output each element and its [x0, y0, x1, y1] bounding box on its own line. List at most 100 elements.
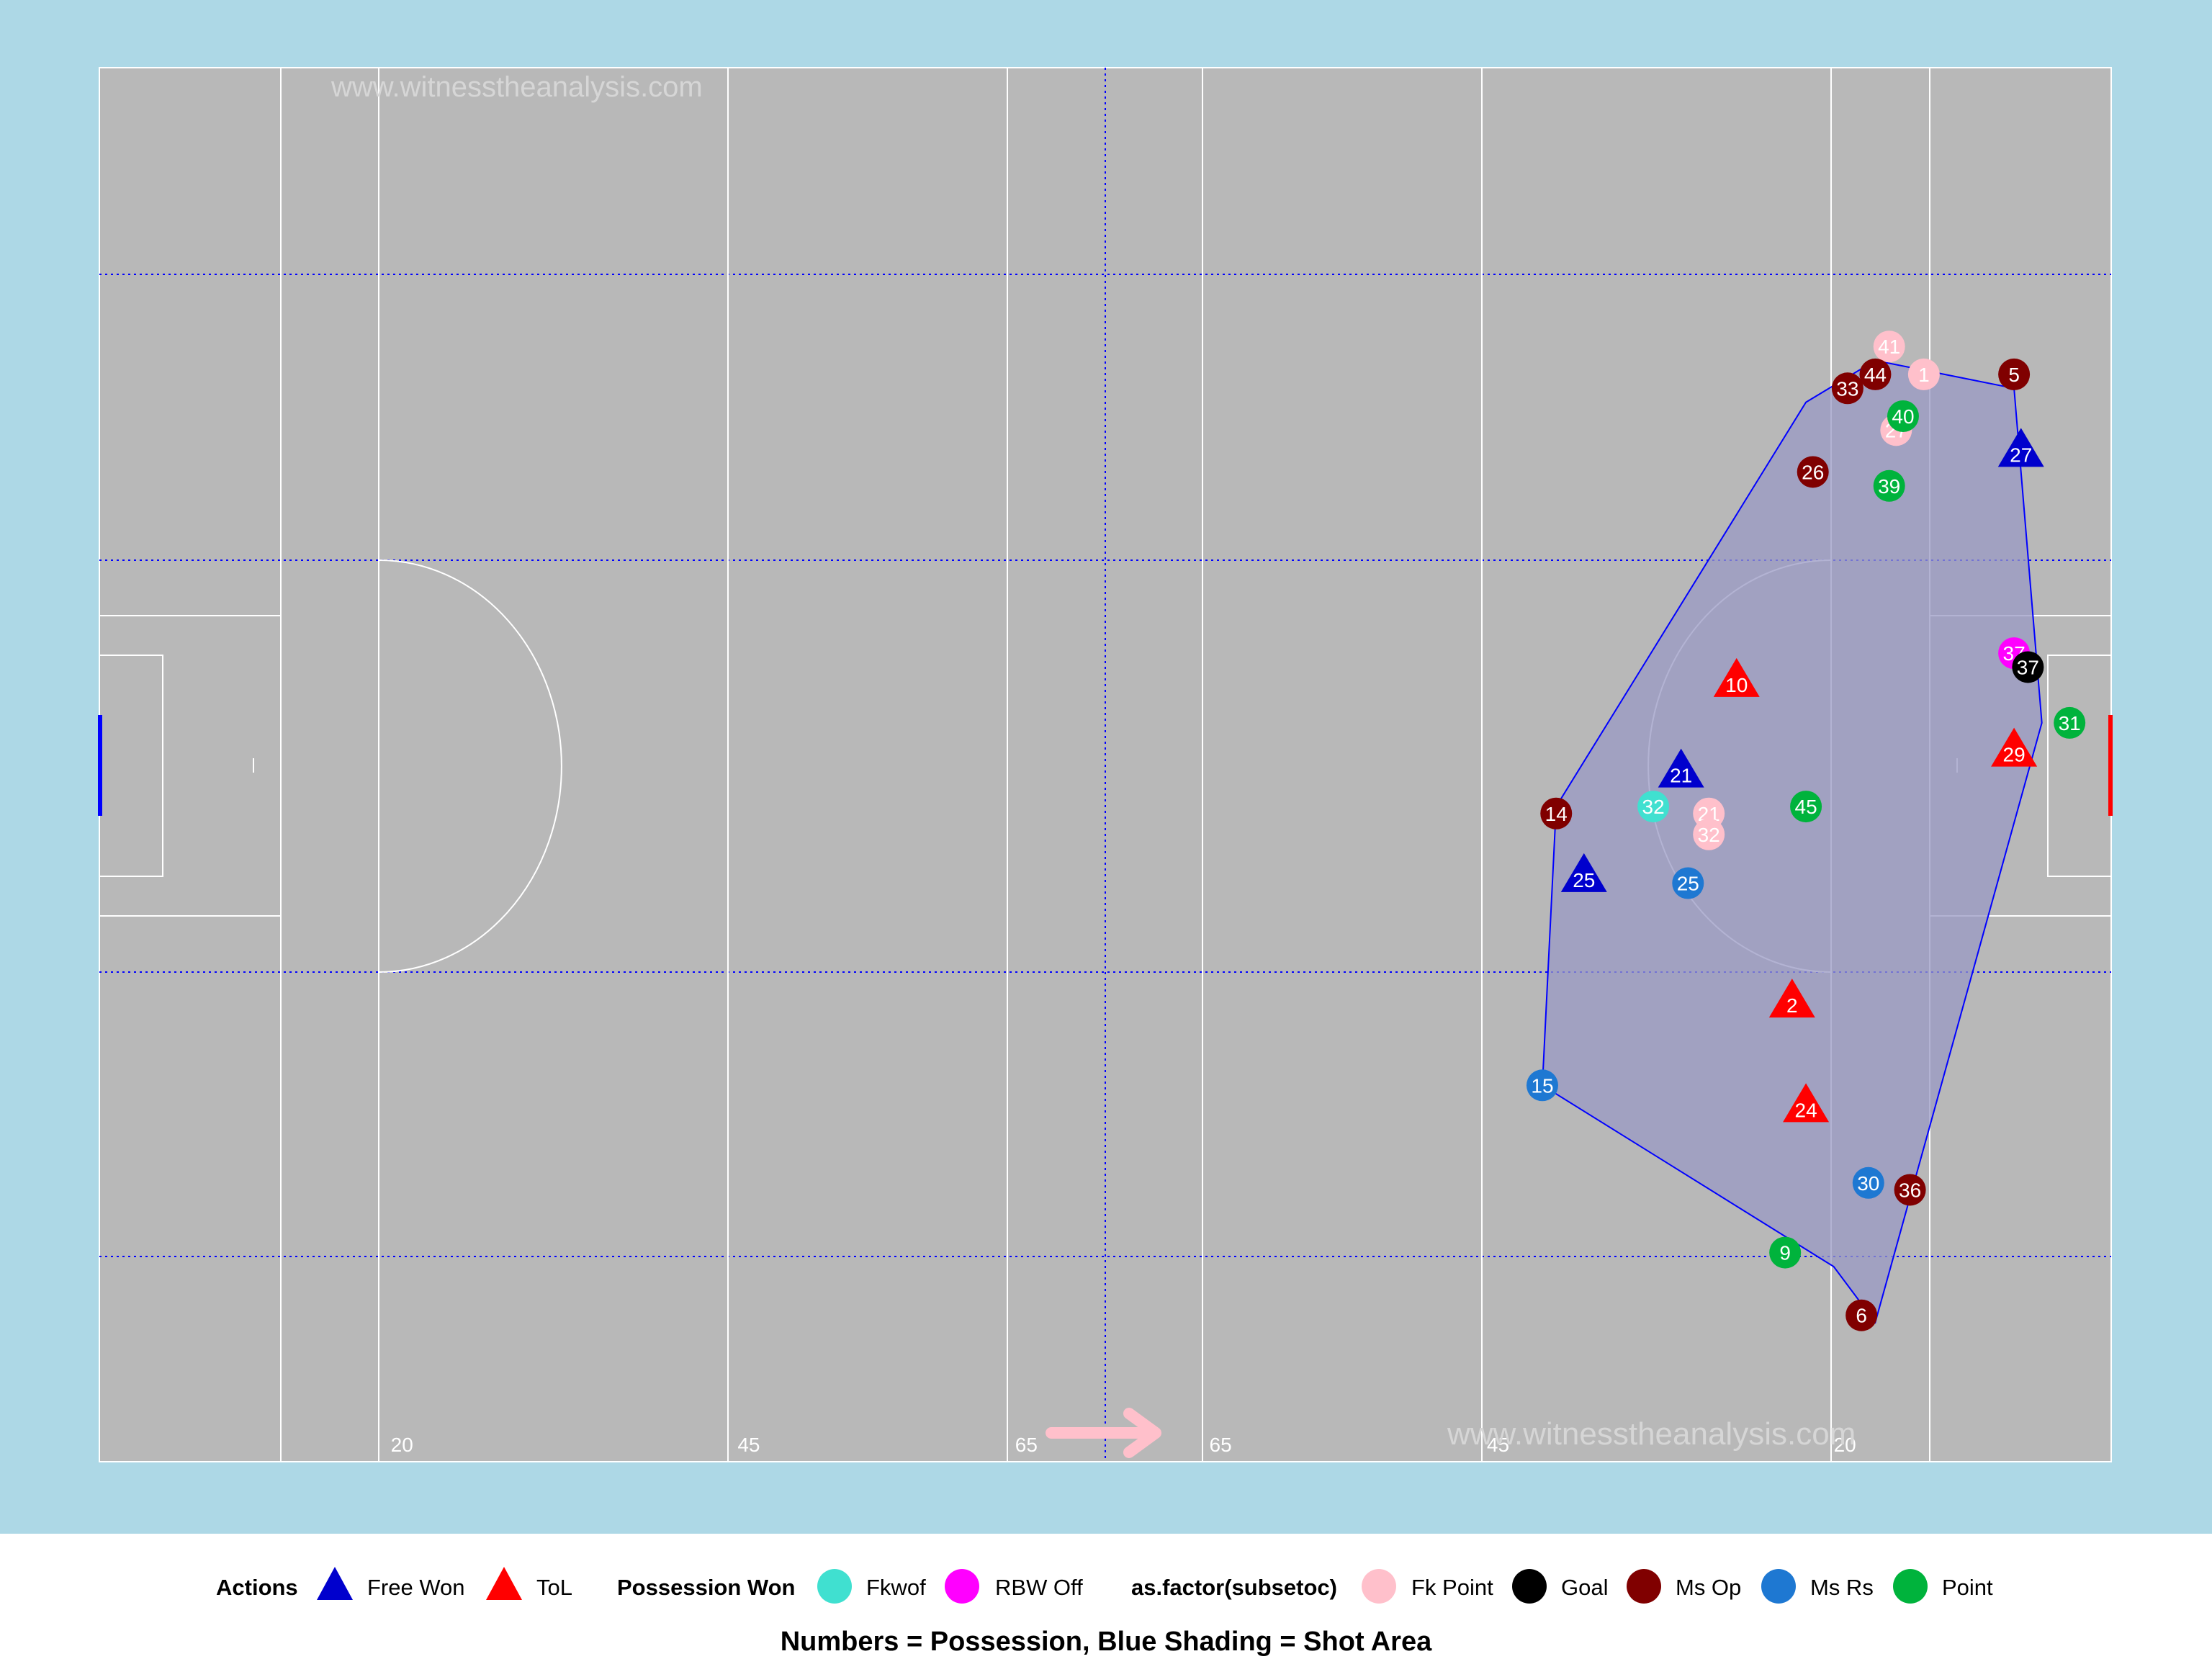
direction-arrow: [1046, 1408, 1161, 1458]
legend-title-actions: Actions: [216, 1575, 298, 1600]
legend-label-ms-rs: Ms Rs: [1810, 1575, 1874, 1600]
legend-label-ms-op: Ms Op: [1676, 1575, 1741, 1600]
point-label: 2: [1786, 994, 1798, 1017]
point-free-won: 27: [1997, 428, 2044, 467]
legend-title-outcome: as.factor(subsetoc): [1131, 1575, 1337, 1600]
circle-marker: [1637, 791, 1670, 823]
point-label: 14: [1545, 803, 1568, 825]
legend-key-ms-op: [1627, 1569, 1661, 1604]
legend-label-free-won: Free Won: [367, 1575, 465, 1600]
point-label: 45: [1795, 796, 1817, 818]
circle-marker: [1887, 400, 1919, 432]
legend-label-fk-point: Fk Point: [1411, 1575, 1493, 1600]
point-label: 32: [1698, 824, 1720, 846]
point-label: 40: [1892, 405, 1914, 428]
point-point: 40: [1887, 400, 1919, 432]
chart-caption: Numbers = Possession, Blue Shading = Sho…: [781, 1627, 1432, 1657]
legend-key-ms-rs: [1761, 1569, 1796, 1604]
point-label: 32: [1642, 796, 1665, 818]
legend-label-goal: Goal: [1561, 1575, 1608, 1600]
point-point: 39: [1873, 469, 1905, 502]
triangle-marker: [1560, 853, 1607, 892]
point-point: 31: [2054, 706, 2086, 739]
point-label: 37: [2017, 656, 2039, 678]
shot-area: [1541, 359, 2043, 1324]
point-label: 24: [1795, 1099, 1817, 1121]
circle-marker: [1859, 358, 1892, 390]
line-label: 65: [1210, 1434, 1232, 1456]
triangle-marker: [1713, 657, 1760, 697]
legend: Actions Free Won ToL Possession Won Fkwo…: [216, 1567, 1993, 1604]
triangle-marker: [1783, 1083, 1830, 1123]
legend-key-goal: [1512, 1569, 1547, 1604]
point-ms-rs: 15: [1526, 1069, 1558, 1102]
point-label: 41: [1878, 336, 1900, 358]
circle-marker: [1693, 818, 1725, 850]
circle-marker: [2054, 706, 2086, 739]
circle-marker: [1907, 358, 1940, 390]
point-fkwof: 32: [1637, 791, 1670, 823]
point-label: 33: [1836, 377, 1858, 400]
line-label: 45: [1487, 1434, 1509, 1456]
point-label: 1: [1918, 364, 1930, 386]
point-ms-op: 44: [1859, 358, 1892, 390]
triangle-marker: [1991, 727, 2038, 767]
point-goal: 37: [2012, 651, 2044, 683]
point-ms-rs: 25: [1672, 867, 1704, 899]
circle-marker: [1797, 456, 1829, 488]
point-label: 25: [1573, 869, 1595, 891]
point-ms-op: 33: [1831, 372, 1863, 405]
legend-key-point: [1893, 1569, 1928, 1604]
point-label: 36: [1899, 1179, 1921, 1201]
goal-right: [2108, 715, 2113, 816]
circle-marker: [1672, 867, 1704, 899]
circle-marker: [1831, 372, 1863, 405]
point-tol: 29: [1991, 727, 2038, 767]
legend-key-fk-point: [1362, 1569, 1396, 1604]
legend-key-tol: [486, 1567, 522, 1600]
point-ms-op: 26: [1797, 456, 1829, 488]
triangle-marker: [1768, 979, 1815, 1018]
point-label: 21: [1670, 765, 1692, 787]
point-fk-point: 32: [1693, 818, 1725, 850]
line-label: 65: [1015, 1434, 1038, 1456]
triangle-marker: [1658, 748, 1704, 788]
legend-background: [0, 1534, 2212, 1659]
line-label: 20: [391, 1434, 413, 1456]
goal-left: [98, 715, 102, 816]
point-label: 6: [1856, 1305, 1867, 1327]
point-ms-op: 5: [1998, 358, 2031, 390]
legend-label-fkwof: Fkwof: [866, 1575, 926, 1600]
legend-key-rbw-off: [945, 1569, 979, 1604]
legend-label-point: Point: [1942, 1575, 1993, 1600]
watermark-bottom: www.witnesstheanalysis.com: [1447, 1416, 1856, 1452]
circle-marker: [1526, 1069, 1558, 1102]
point-label: 44: [1864, 364, 1887, 386]
circle-marker: [1845, 1299, 1878, 1331]
line-labels: 20 45 65 65 45 20: [391, 1434, 1856, 1456]
point-label: 9: [1779, 1242, 1791, 1264]
circle-marker: [1769, 1236, 1802, 1269]
point-label: 15: [1531, 1074, 1553, 1097]
circle-marker: [1873, 331, 1905, 363]
point-free-won: 25: [1560, 853, 1607, 892]
point-label: 39: [1878, 475, 1900, 498]
point-tol: 10: [1713, 657, 1760, 697]
point-label: 29: [2003, 744, 2026, 766]
circle-marker: [1540, 797, 1573, 830]
line-label: 45: [737, 1434, 760, 1456]
circle-marker: [1998, 358, 2031, 390]
legend-label-rbw-off: RBW Off: [995, 1575, 1083, 1600]
circle-marker: [1790, 791, 1822, 823]
point-label: 5: [2008, 364, 2020, 386]
point-tol: 2: [1768, 979, 1815, 1018]
point-label: 25: [1677, 873, 1699, 895]
point-tol: 24: [1783, 1083, 1830, 1123]
point-fk-point: 1: [1907, 358, 1940, 390]
point-point: 45: [1790, 791, 1822, 823]
point-ms-op: 14: [1540, 797, 1573, 830]
circle-marker: [1894, 1174, 1926, 1206]
point-label: 30: [1857, 1172, 1879, 1195]
point-ms-op: 36: [1894, 1174, 1926, 1206]
